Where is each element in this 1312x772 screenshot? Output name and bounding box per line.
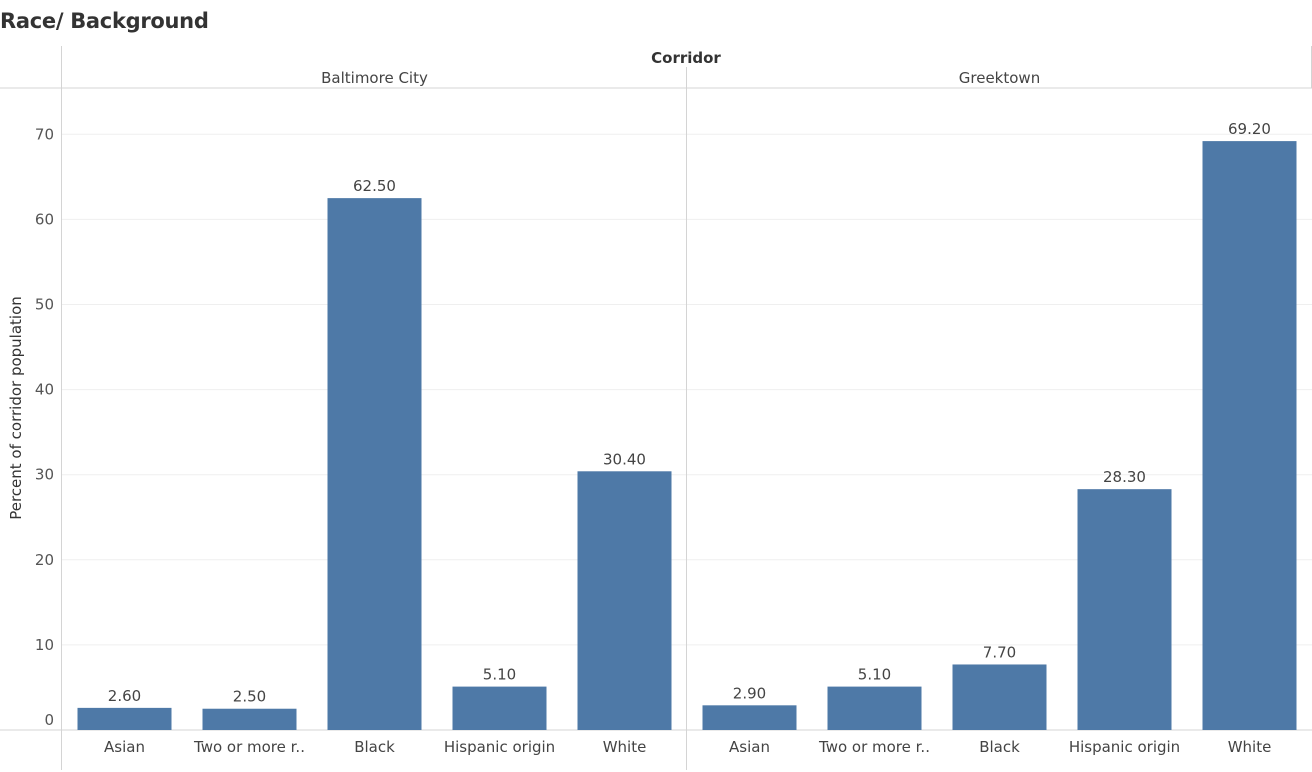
y-axis-label: Percent of corridor population: [7, 296, 25, 520]
y-tick-label: 70: [35, 125, 54, 143]
bar-value-label: 7.70: [983, 643, 1016, 661]
bar: [702, 705, 797, 730]
bar-value-label: 62.50: [353, 177, 396, 195]
x-tick-label: Hispanic origin: [1069, 738, 1180, 756]
bar-value-label: 5.10: [858, 666, 891, 684]
bar: [952, 664, 1047, 730]
x-tick-label: Two or more r..: [193, 738, 305, 756]
column-header: Corridor: [651, 49, 721, 67]
y-tick-label: 40: [35, 381, 54, 399]
y-tick-label: 50: [35, 296, 54, 314]
bar: [1202, 141, 1297, 730]
y-tick-label: 30: [35, 466, 54, 484]
x-tick-label: Hispanic origin: [444, 738, 555, 756]
bar-value-label: 2.50: [233, 688, 266, 706]
bar-value-label: 2.90: [733, 684, 766, 702]
bar-value-label: 30.40: [603, 450, 646, 468]
y-tick-label: 0: [44, 711, 54, 729]
bar-value-label: 69.20: [1228, 120, 1271, 138]
x-tick-label: Black: [979, 738, 1020, 756]
panel-headers: Baltimore City Greektown: [321, 69, 1040, 87]
panel-header: Baltimore City: [321, 69, 428, 87]
y-tick-label: 60: [35, 210, 54, 228]
bar-value-label: 28.30: [1103, 468, 1146, 486]
y-tick-label: 10: [35, 636, 54, 654]
bar: [827, 686, 922, 730]
y-tick-label: 20: [35, 551, 54, 569]
bar: [327, 198, 422, 730]
x-tick-label: Asian: [104, 738, 145, 756]
x-tick-label: White: [1228, 738, 1272, 756]
bar: [202, 708, 297, 730]
bars: 2.60 2.50 62.50 5.10 30.40 2.90 5.10 7.70 28.30 6…: [77, 120, 1297, 730]
x-tick-label: Two or more r..: [818, 738, 930, 756]
bar: [1077, 489, 1172, 730]
bar: [452, 686, 547, 730]
x-axis-ticks: Asian Two or more r.. Black Hispanic origin…: [104, 738, 1271, 756]
panel-header: Greektown: [959, 69, 1040, 87]
x-tick-label: Black: [354, 738, 395, 756]
y-axis-ticks: 0 10 20 30 40 50 60 70: [35, 125, 54, 729]
bar-value-label: 2.60: [108, 687, 141, 705]
bar: [577, 471, 672, 730]
bar-value-label: 5.10: [483, 666, 516, 684]
bar: [77, 707, 172, 730]
chart-title: Race/ Background: [0, 9, 209, 33]
x-tick-label: Asian: [729, 738, 770, 756]
x-tick-label: White: [603, 738, 647, 756]
